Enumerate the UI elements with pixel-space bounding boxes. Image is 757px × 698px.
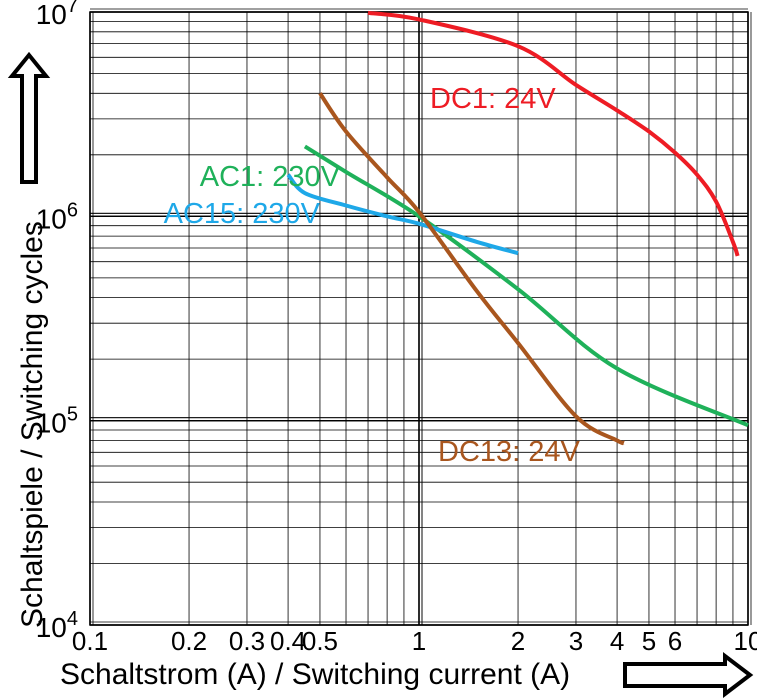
y-axis-up-arrow-icon xyxy=(7,51,51,184)
series-labels: DC1: 24V AC1: 230V AC15: 230V DC13: 24V xyxy=(164,83,581,468)
series-label-0: DC1: 24V xyxy=(430,83,556,115)
y-axis-label-group: Schaltspiele / Switching cycles xyxy=(16,221,49,628)
x-axis-right-arrow-icon xyxy=(623,651,754,698)
x-tick-label: 10 xyxy=(734,626,757,656)
series-label-3: DC13: 24V xyxy=(438,436,581,468)
x-tick-label: 3 xyxy=(569,626,583,656)
y-axis-label: Schaltspiele / Switching cycles xyxy=(16,221,49,628)
y-tick-label: 106 xyxy=(36,199,78,234)
x-tick-label: 0.4 xyxy=(270,626,306,656)
tick-labels: 0.1 0.2 0.3 0.40.5 1 2 3 4 5 6 10 104 105 106 107 xyxy=(36,0,757,656)
x-tick-label: 0.2 xyxy=(171,626,207,656)
grid xyxy=(89,8,752,626)
series-line-2 xyxy=(286,173,519,256)
series-line-3 xyxy=(318,92,626,446)
series-line-1 xyxy=(303,144,749,428)
y-tick-label: 104 xyxy=(36,608,78,643)
x-tick-label: 0.1 xyxy=(72,626,108,656)
x-tick-label: 4 xyxy=(610,626,624,656)
series-label-1: AC1: 230V xyxy=(200,161,341,193)
series-label-2: AC15: 230V xyxy=(164,198,321,230)
x-tick-label: 6 xyxy=(668,626,682,656)
y-tick-label: 107 xyxy=(36,0,78,30)
series-lines xyxy=(286,10,749,446)
x-tick-label: 1 xyxy=(412,626,426,656)
x-tick-label: 5 xyxy=(642,626,656,656)
x-tick-label: 0.3 xyxy=(229,626,265,656)
y-tick-label: 105 xyxy=(36,404,78,439)
x-axis-label: Schaltstrom (A) / Switching current (A) xyxy=(60,658,570,691)
x-tick-label: 2 xyxy=(511,626,525,656)
series-line-0 xyxy=(367,10,740,257)
x-tick-label: 0.5 xyxy=(302,626,338,656)
